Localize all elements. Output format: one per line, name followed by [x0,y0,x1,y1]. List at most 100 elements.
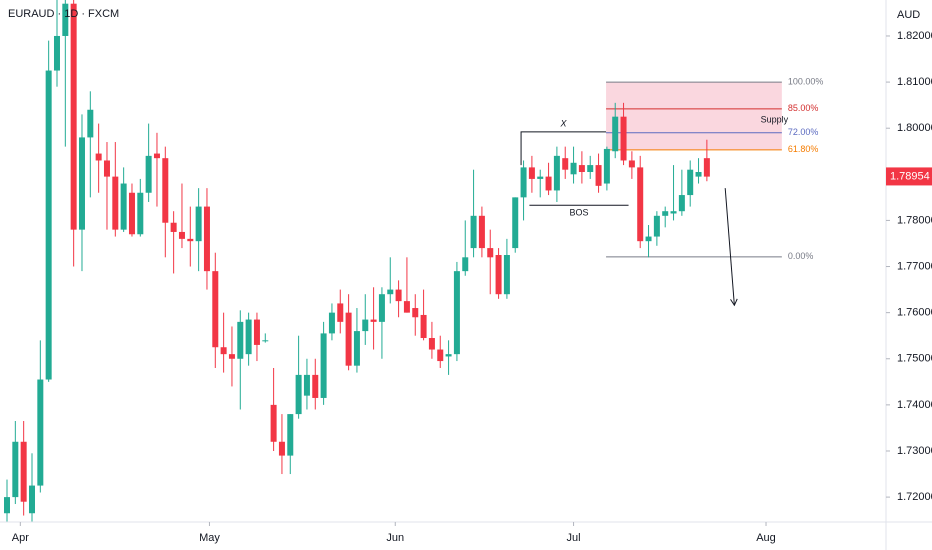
candle-body [87,109,94,138]
plot-area [3,0,782,522]
candle-body [362,319,369,332]
candle-body [553,155,560,191]
candle-body [395,289,402,302]
candle-body [287,414,294,456]
candle-body [203,206,210,272]
last-price-box [886,167,932,186]
candle-body [370,319,377,322]
candle-body [595,165,602,186]
candle-body [28,485,35,514]
candle-body [703,158,710,177]
x-tick-label: May [199,532,220,544]
candle-body [570,162,577,175]
y-tick-label: 1.74000 [897,399,932,411]
candle-body [470,215,477,249]
candle-body [3,497,10,514]
fib-label: 0.00% [788,251,814,261]
x-label: X [560,118,568,128]
candle-body [653,215,660,237]
candle-body [303,374,310,396]
candle-body [462,257,469,272]
candle-body [562,158,569,170]
y-tick-label: 1.77000 [897,260,932,272]
candle-body [603,148,610,184]
chart-title: EURAUD · 1D · FXCM [8,8,119,20]
candle-body [237,321,244,359]
candle-body [12,441,19,498]
candle-body [512,197,519,249]
candle-body [78,137,85,230]
fib-label: 61.80% [788,144,819,154]
candle-body [312,374,319,398]
x-tick-label: Jun [386,532,404,544]
y-tick-label: 1.76000 [897,307,932,319]
candle-body [487,248,494,258]
candle-body [187,238,194,242]
y-tick-label: 1.78000 [897,214,932,226]
candle-body [253,319,260,345]
candle-body [645,236,652,242]
candle-body [353,331,360,366]
candle-body [337,303,344,322]
candle-body [328,312,335,334]
y-tick-label: 1.73000 [897,445,932,457]
candle-body [345,312,352,366]
arrow [724,188,735,306]
candle-body [178,231,185,239]
candle-body [578,165,585,173]
candle-body [20,441,27,502]
candle-body [378,294,385,322]
y-tick-label: 1.82000 [897,30,932,42]
candle-body [53,35,60,71]
candle-body [103,160,110,177]
candle-body [320,333,327,398]
candle-body [628,160,635,168]
candle-body [403,301,410,313]
candle-body [228,354,235,359]
candle-body [678,195,685,212]
candle-body [37,379,44,486]
candle-body [478,215,485,249]
x-tick-label: Aug [756,532,776,544]
fib-label: 100.00% [788,76,824,86]
candle-body [153,153,160,159]
candle-body [412,308,419,318]
candle-body [695,172,702,177]
candle-body [428,338,435,350]
candle-body [495,255,502,295]
y-tick-label: 1.72000 [897,491,932,503]
candle-body [245,319,252,355]
candle-body [545,176,552,191]
arrow-head [730,298,738,307]
candle-body [62,3,69,36]
last-price-label: 1.78954 [890,170,930,182]
y-tick-label: 1.75000 [897,353,932,365]
candle-body [295,374,302,415]
candle-body [387,289,394,295]
candle-body [503,255,510,295]
candle-body [112,176,119,230]
x-bracket [520,131,607,166]
candle-body [120,183,127,230]
y-tick-label: 1.81000 [897,76,932,88]
candle-body [670,211,677,214]
candle-body [662,211,669,216]
candle-body [612,116,619,152]
candle-body [453,271,460,355]
fib-label: 85.00% [788,103,819,113]
x-tick-label: Apr [12,532,29,544]
fib-label: 72.00% [788,127,819,137]
candle-body [95,153,102,161]
candle-body [137,192,144,235]
candle-body [687,169,694,196]
candle-body [587,165,594,173]
candle-body [620,116,627,161]
supply-zone [606,82,782,150]
candle-body [420,314,427,339]
candle-body [637,167,644,242]
bos-label: BOS [569,208,588,218]
candle-body [520,167,527,198]
x-tick-label: Jul [567,532,581,544]
supply-label: Supply [761,115,789,125]
